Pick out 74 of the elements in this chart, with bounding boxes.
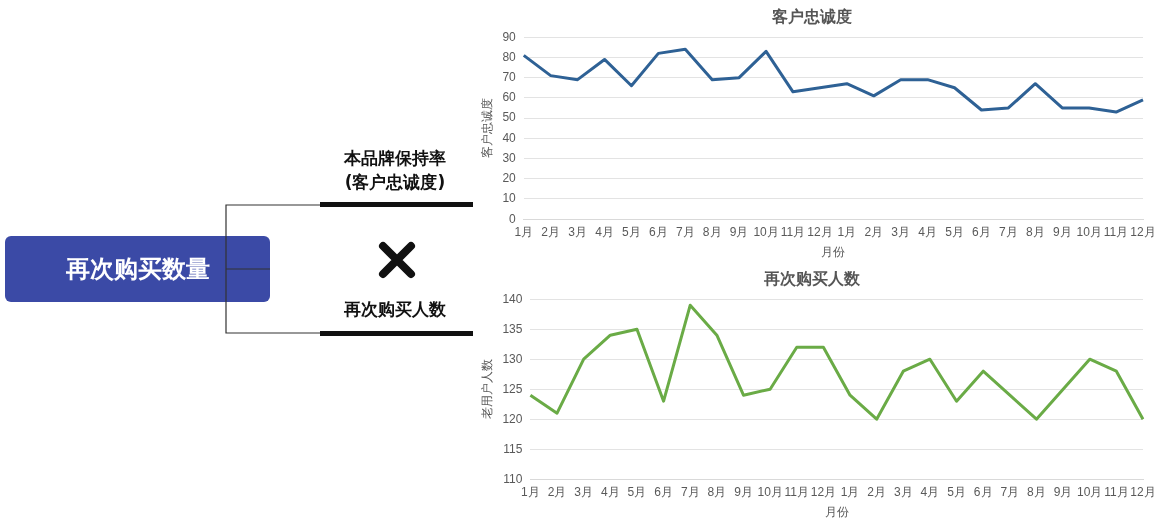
- y-tick-label: 30: [502, 150, 517, 165]
- y-tick-label: 135: [502, 321, 523, 336]
- x-tick-label: 7月: [680, 484, 700, 499]
- x-tick-label: 5月: [622, 224, 641, 239]
- x-tick-label: 10月: [1077, 484, 1103, 499]
- x-tick-label: 8月: [702, 224, 722, 239]
- y-tick-label: 40: [502, 130, 517, 145]
- x-tick-label: 9月: [734, 484, 753, 499]
- x-tick-label: 8月: [1027, 484, 1046, 499]
- y-tick-label: 110: [503, 471, 523, 486]
- y-axis-title: 老用户人数: [479, 359, 494, 420]
- x-tick-label: 1月: [837, 224, 857, 239]
- chart-title: 客户忠诚度: [770, 6, 852, 26]
- x-axis-title: 月份: [821, 245, 846, 260]
- x-tick-label: 11月: [1103, 224, 1129, 239]
- x-tick-label: 8月: [707, 484, 727, 499]
- x-tick-label: 1月: [514, 224, 534, 239]
- x-tick-label: 7月: [999, 224, 1018, 239]
- y-tick-label: 60: [502, 90, 517, 105]
- x-tick-label: 3月: [891, 224, 911, 239]
- y-tick-label: 125: [502, 381, 523, 396]
- x-tick-label: 11月: [784, 484, 809, 499]
- y-tick-label: 10: [502, 191, 517, 206]
- x-tick-label: 9月: [1053, 484, 1073, 499]
- x-axis-title: 月份: [824, 505, 849, 520]
- text: 再次购买数量: [5, 236, 270, 302]
- x-tick-label: 6月: [649, 224, 668, 239]
- x-tick-label: 2月: [864, 224, 884, 239]
- text: 本品牌保持率 (客户忠诚度): [344, 148, 446, 192]
- x-tick-label: 12月: [807, 224, 833, 239]
- x-tick-label: 4月: [920, 484, 940, 499]
- x-tick-label: 10月: [1076, 224, 1102, 239]
- y-tick-label: 80: [502, 49, 517, 64]
- y-axis-title: 客户忠诚度: [479, 98, 494, 159]
- y-tick-label: 20: [502, 171, 517, 186]
- x-tick-label: 6月: [972, 224, 991, 239]
- x-tick-label: 10月: [753, 224, 779, 239]
- x-tick-label: 4月: [595, 224, 614, 239]
- x-tick-label: 12月: [1130, 224, 1156, 239]
- x-tick-label: 8月: [1025, 224, 1045, 239]
- x-tick-label: 10月: [757, 484, 783, 499]
- x-tick-label: 12月: [1130, 484, 1156, 499]
- y-tick-label: 0: [509, 211, 517, 226]
- y-tick-label: 120: [502, 411, 523, 426]
- x-tick-label: 9月: [729, 224, 749, 239]
- x-tick-label: 2月: [547, 484, 567, 499]
- x-tick-label: 4月: [600, 484, 620, 499]
- x-tick-label: 4月: [918, 224, 937, 239]
- text: 再次购买人数: [343, 298, 447, 321]
- x-tick-label: 5月: [627, 484, 647, 499]
- x-tick-label: 2月: [541, 224, 561, 239]
- y-tick-label: 115: [503, 441, 523, 456]
- chart-title: 再次购买人数: [762, 268, 861, 288]
- x-tick-label: 7月: [1000, 484, 1020, 499]
- y-tick-label: 130: [502, 351, 523, 366]
- x-tick-label: 5月: [947, 484, 966, 499]
- y-tick-label: 70: [502, 69, 517, 84]
- x-tick-label: 6月: [973, 484, 993, 499]
- y-tick-label: 50: [502, 110, 517, 125]
- x-tick-label: 9月: [1052, 224, 1072, 239]
- x-tick-label: 3月: [568, 224, 587, 239]
- x-tick-label: 11月: [1104, 484, 1129, 499]
- x-tick-label: 5月: [945, 224, 964, 239]
- x-tick-label: 3月: [574, 484, 594, 499]
- x-tick-label: 6月: [654, 484, 673, 499]
- y-tick-label: 140: [502, 291, 523, 306]
- y-tick-label: 90: [502, 29, 517, 44]
- x-tick-label: 2月: [867, 484, 887, 499]
- x-tick-label: 11月: [780, 224, 806, 239]
- x-tick-label: 1月: [521, 484, 540, 499]
- x-tick-label: 3月: [893, 484, 913, 499]
- x-tick-label: 7月: [675, 224, 695, 239]
- x-tick-label: 1月: [840, 484, 860, 499]
- x-tick-label: 12月: [810, 484, 837, 499]
